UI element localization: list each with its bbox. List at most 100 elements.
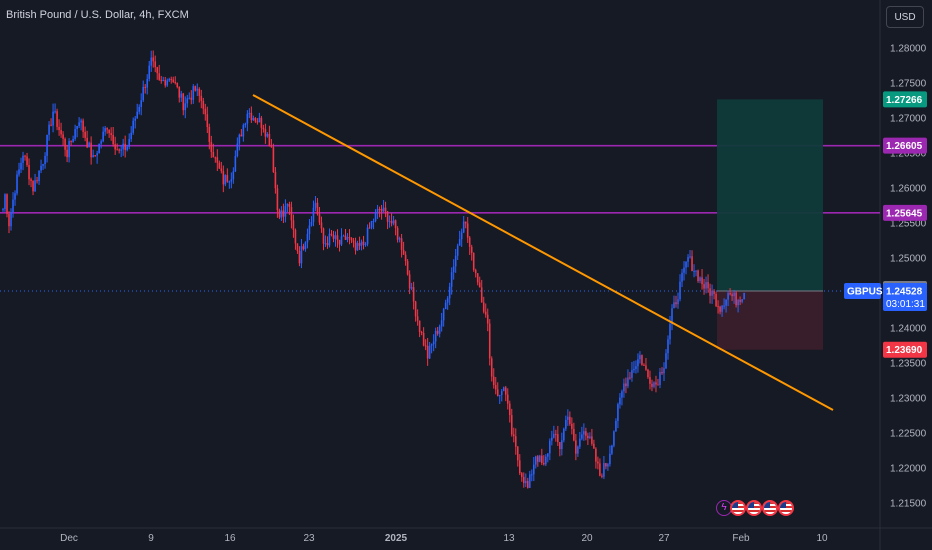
candle-body xyxy=(24,155,26,157)
us-flag-icon[interactable] xyxy=(746,500,762,516)
candle-body xyxy=(96,153,98,156)
candle-body xyxy=(575,440,577,454)
candle-body xyxy=(344,235,347,240)
candle xyxy=(466,216,469,243)
candle-body xyxy=(234,156,237,172)
candle-body xyxy=(44,155,46,165)
candle xyxy=(563,427,565,443)
candle-body xyxy=(522,476,525,484)
candle-body xyxy=(502,387,505,392)
candle-body xyxy=(472,252,475,270)
candle-body xyxy=(266,133,269,137)
candle-body xyxy=(236,143,239,157)
candle-body xyxy=(701,277,703,285)
lightning-icon[interactable]: ϟ xyxy=(716,500,732,516)
currency-button[interactable]: USD xyxy=(886,6,924,28)
candle xyxy=(146,74,149,95)
candle xyxy=(2,207,4,212)
candle-body xyxy=(442,309,445,321)
candle-body xyxy=(138,106,141,112)
candle-body xyxy=(741,299,743,302)
candle-body xyxy=(512,434,515,437)
candle-body xyxy=(334,235,337,239)
candle-body xyxy=(264,129,267,137)
candle-body xyxy=(398,238,401,240)
us-flag-icon[interactable] xyxy=(762,500,778,516)
candle xyxy=(8,211,10,234)
candle-body xyxy=(354,242,357,251)
candle-body xyxy=(128,139,130,147)
candle-body xyxy=(332,234,335,239)
candle-body xyxy=(36,180,38,182)
candle xyxy=(717,300,719,314)
candle-body xyxy=(54,111,56,113)
candle xyxy=(26,152,28,167)
candle-body xyxy=(158,73,161,80)
candle xyxy=(304,241,307,252)
candle xyxy=(186,94,189,108)
candle-body xyxy=(222,171,225,185)
candle xyxy=(729,288,731,296)
candle xyxy=(629,372,631,380)
candle xyxy=(206,106,209,134)
candle xyxy=(653,381,655,389)
candle-body xyxy=(20,162,22,170)
candle xyxy=(222,165,225,193)
candle xyxy=(270,139,273,148)
candle xyxy=(166,78,169,87)
candle-body xyxy=(739,300,741,302)
candle xyxy=(524,473,527,488)
candle xyxy=(36,176,38,184)
candle-body xyxy=(695,270,697,272)
candle xyxy=(665,349,667,370)
candle xyxy=(553,425,555,439)
candle xyxy=(569,411,571,426)
us-flag-icon[interactable] xyxy=(730,500,746,516)
candle-body xyxy=(677,299,679,305)
candle xyxy=(615,418,617,432)
candle-body xyxy=(456,245,459,256)
candle xyxy=(446,296,449,310)
candle xyxy=(324,235,327,248)
candle xyxy=(707,274,709,293)
candle-body xyxy=(136,111,139,119)
price-tag-value: 1.23690 xyxy=(886,345,923,356)
candle-body xyxy=(434,330,437,342)
candle-body xyxy=(723,305,725,307)
candle xyxy=(480,279,483,303)
candle-body xyxy=(609,453,611,465)
candle xyxy=(655,375,657,393)
candle-body xyxy=(526,480,529,488)
candle xyxy=(188,92,191,100)
candle-body xyxy=(671,308,673,325)
us-flag-icon[interactable] xyxy=(778,500,794,516)
candle xyxy=(190,90,193,105)
candle-body xyxy=(551,437,553,441)
candle-body xyxy=(156,67,159,74)
candle-body xyxy=(166,80,169,86)
candle-body xyxy=(144,86,147,88)
x-tick-label: 23 xyxy=(303,533,315,544)
candle-body xyxy=(292,220,295,230)
candle xyxy=(402,241,405,255)
candle-body xyxy=(721,305,723,312)
candle xyxy=(474,268,477,278)
candle xyxy=(585,427,587,441)
target-zone xyxy=(717,99,823,292)
candle xyxy=(310,216,313,227)
candle-body xyxy=(571,423,573,429)
candle-body xyxy=(206,114,209,128)
candle-body xyxy=(272,147,275,172)
candle xyxy=(82,118,84,138)
candle xyxy=(555,429,557,442)
candle-body xyxy=(733,292,735,297)
candle-body xyxy=(685,261,687,268)
candle-body xyxy=(474,269,477,274)
candle-body xyxy=(458,239,461,246)
candle-body xyxy=(246,113,249,124)
candle-body xyxy=(18,169,20,175)
candle xyxy=(178,86,181,103)
candle xyxy=(502,386,505,392)
candle xyxy=(711,284,713,304)
